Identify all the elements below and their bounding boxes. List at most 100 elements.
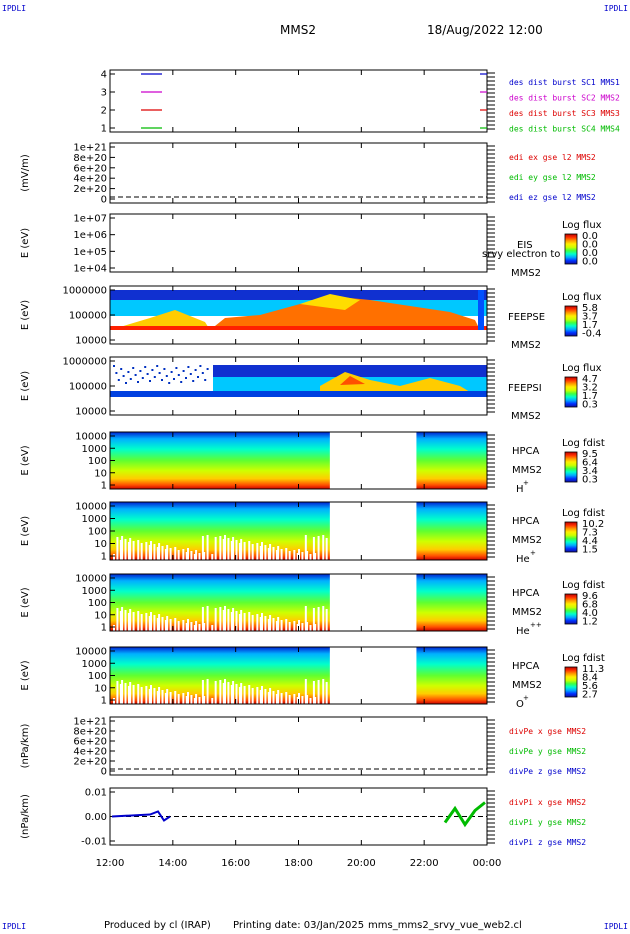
hpca-sparse-speckle [288,622,291,631]
hpca-sparse-speckle [309,554,312,560]
hpca-sparse-speckle [248,541,251,560]
feepsi-speckle [192,380,195,382]
corner-label-tl: IPDLI [2,4,27,13]
hpca-sparse-speckle [275,621,278,631]
divpi-trace-right [443,801,486,828]
hpca-sparse-speckle [248,685,251,704]
y-axis-label: E (eV) [20,371,31,401]
hpca-sparse-speckle [116,537,119,560]
y-tick-label: 3 [101,88,107,99]
colorbar-tick-label: 6.4 [582,458,598,469]
hpca-sparse-speckle [190,551,193,560]
hpca-sparse-speckle [325,682,328,704]
hpca-spectrogram-right [416,502,487,560]
y-axis-label: (mV/m) [20,154,31,192]
y-tick-label: 1 [101,623,107,634]
hpca-sparse-speckle [214,608,217,631]
feepsi-speckle [113,365,115,367]
hpca-sparse-speckle [288,695,291,704]
x-tick-label: 12:00 [96,858,125,869]
hpca-sparse-speckle [240,683,243,704]
hpca-sparse-speckle [119,684,122,704]
y-tick-label: 10000 [75,647,107,658]
y-axis-label: E (eV) [20,516,31,546]
feepse-patch [110,310,210,330]
hpca-sparse-speckle [306,622,309,631]
feepsi-speckle [199,365,202,367]
divpi-trace-left [111,810,171,822]
hpca-sparse-speckle [298,693,300,704]
feepsi-speckle [139,370,142,372]
y-tick-label: 2e+20 [73,757,107,768]
hpca-sparse-speckle [277,690,280,704]
hpca-sparse-speckle [166,616,169,631]
hpca-sparse-speckle [182,693,185,704]
hpca-sparse-speckle [256,687,259,704]
hpca-sparse-speckle [293,621,296,631]
y-tick-label: 100000 [69,382,107,393]
hpca-sparse-speckle [195,550,198,560]
colorbar-tick-label: 1.7 [582,320,598,331]
colorbar-tick-label: 3.7 [582,312,598,323]
hpca-sparse-speckle [201,536,204,560]
hpca-sparse-speckle [224,679,226,704]
hpca-sparse-speckle [256,614,259,631]
feepsi-speckle [122,375,125,377]
colorbar-tick-label: 6.8 [582,600,598,611]
hpca-sparse-speckle [261,542,263,560]
hpca-sparse-speckle [182,620,185,631]
hpca-sparse-speckle [156,547,159,560]
hpca-sparse-speckle [322,679,325,704]
hpca-spectrogram-right [416,574,487,631]
spacecraft-label: MMS2 [512,680,542,691]
instrument-label: EIS [517,240,533,251]
panel-frame [109,69,488,133]
y-tick-label: 10000 [75,336,107,347]
hpca-sparse-speckle [296,553,299,560]
hpca-sparse-speckle [193,698,196,704]
hpca-sparse-speckle [243,686,246,704]
y-tick-label: 2 [101,106,107,117]
hpca-sparse-speckle [222,610,225,631]
y-tick-label: 10000 [75,432,107,443]
hpca-sparse-speckle [203,696,206,704]
y-tick-label: 0 [101,195,107,206]
hpca-sparse-speckle [227,538,230,560]
hpca-sparse-speckle [190,695,193,704]
hpca-sparse-speckle [190,622,193,631]
colorbar-tick-label: 0.0 [582,248,598,259]
hpca-sparse-speckle [251,688,254,704]
hpca-sparse-speckle [243,613,246,631]
hpca-sparse-speckle [259,546,262,560]
hpca-sparse-speckle [177,694,180,704]
legend-entry: divPi y gse MMS2 [509,818,586,827]
feepsi-speckle [153,376,156,378]
y-tick-label: 2e+20 [73,184,107,195]
y-tick-label: 100 [88,598,107,609]
hpca-sparse-speckle [119,540,122,560]
hpca-sparse-speckle [201,680,204,704]
hpca-sparse-speckle [132,685,135,704]
panel-frame [109,213,488,273]
hpca-sparse-speckle [195,621,198,631]
panel-frame [109,142,488,204]
hpca-sparse-speckle [298,620,300,631]
hpca-sparse-speckle [267,619,270,631]
hpca-sparse-speckle [132,612,135,631]
hpca-sparse-speckle [301,623,304,631]
colorbar [564,451,578,483]
hpca-sparse-speckle [312,537,315,560]
hpca-sparse-speckle [148,545,151,560]
feepsi-speckle [194,369,197,371]
colorbar-title: Log flux [562,363,602,374]
hpca-sparse-speckle [325,538,328,560]
feepsi-speckle [201,372,204,374]
colorbar-title: Log fdist [562,508,605,519]
spacecraft-label: MMS2 [511,268,541,279]
corner-label-tr: IPDLI [603,4,628,13]
feepsi-speckle [137,381,139,383]
hpca-spectrogram-right [416,647,487,704]
hpca-sparse-speckle [124,539,127,560]
hpca-sparse-speckle [140,543,143,560]
hpca-sparse-speckle [119,611,122,631]
